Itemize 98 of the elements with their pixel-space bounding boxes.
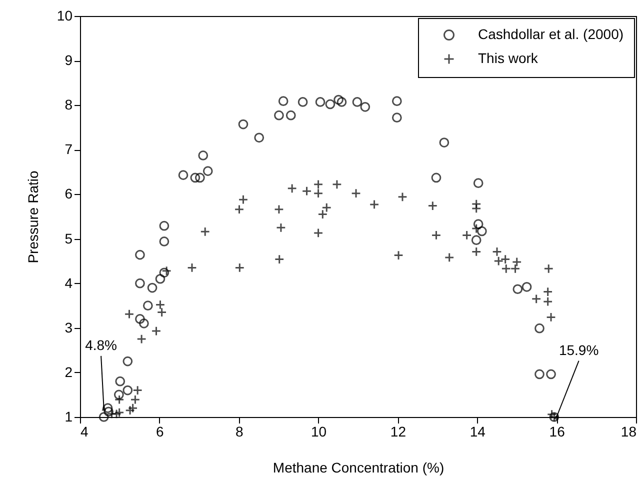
point: [114, 394, 124, 405]
point: [159, 220, 170, 231]
point: [125, 405, 135, 416]
point: [471, 235, 482, 246]
point: [512, 284, 523, 294]
point: [142, 300, 153, 311]
point: [136, 334, 146, 344]
point: [162, 266, 172, 276]
point: [534, 369, 544, 380]
point: [392, 112, 402, 123]
point: [115, 376, 126, 386]
point: [298, 97, 308, 107]
point: [471, 204, 482, 214]
point: [159, 268, 170, 278]
annotation: 15.9%: [558, 342, 599, 358]
point: [286, 110, 296, 120]
point: [130, 394, 140, 405]
point: [360, 102, 370, 112]
point: [336, 97, 347, 107]
x-tick-label: 18: [620, 424, 637, 440]
point: [135, 314, 145, 324]
x-tick-label: 10: [310, 424, 327, 440]
x-tick-label: 6: [156, 424, 164, 440]
y-tick-label: 9: [64, 52, 73, 68]
point: [444, 252, 454, 262]
y-tick-label: 5: [64, 230, 73, 246]
x-tick-label: 14: [470, 424, 486, 440]
y-tick-label: 3: [64, 319, 73, 336]
point: [254, 132, 264, 143]
point: [114, 390, 124, 400]
x-tick-label: 8: [235, 424, 244, 440]
point: [178, 170, 188, 180]
point: [544, 264, 554, 274]
point: [512, 257, 522, 267]
point: [287, 183, 298, 194]
point: [128, 403, 138, 414]
point: [274, 204, 284, 214]
point: [200, 226, 210, 237]
point: [473, 219, 484, 229]
point: [510, 264, 520, 274]
point: [325, 99, 336, 110]
point: [473, 178, 484, 188]
point: [471, 224, 482, 234]
point: [531, 294, 542, 304]
point: [276, 222, 286, 233]
x-tick-label: 4: [80, 424, 88, 440]
y-axis-title: Pressure Ratio: [24, 170, 41, 264]
point: [494, 256, 504, 266]
point: [392, 96, 402, 106]
y-tick-label: 7: [64, 141, 73, 158]
point: [315, 97, 326, 107]
y-tick-label: 4: [64, 274, 73, 291]
point: [155, 274, 166, 284]
point: [102, 403, 113, 414]
point: [313, 228, 324, 238]
point: [302, 186, 312, 196]
legend-label: Cashdollar et al. (2000): [478, 26, 624, 42]
point: [190, 172, 200, 183]
x-axis-title: Methane Concentration (%): [272, 460, 444, 476]
point: [274, 110, 284, 120]
point: [542, 296, 553, 307]
point: [522, 282, 532, 292]
x-tick-label: 12: [390, 424, 406, 440]
point: [195, 172, 205, 183]
point: [351, 188, 361, 198]
point: [352, 97, 362, 107]
point: [476, 226, 487, 236]
point: [501, 264, 512, 274]
y-tick-label: 10: [56, 8, 73, 24]
point: [135, 278, 145, 288]
point: [431, 172, 442, 183]
point: [369, 200, 380, 210]
point: [322, 202, 332, 213]
point: [238, 194, 248, 204]
y-tick-label: 6: [64, 186, 73, 202]
point: [534, 323, 544, 334]
point: [313, 179, 324, 190]
point: [313, 188, 324, 198]
point: [238, 119, 248, 130]
point: [332, 179, 342, 190]
x-tick-label: 16: [549, 424, 566, 440]
y-tick-label: 1: [64, 408, 73, 424]
y-tick-label: 2: [64, 364, 73, 380]
point: [198, 150, 208, 160]
point: [334, 94, 344, 105]
y-tick-label: 8: [64, 96, 73, 113]
point: [546, 369, 556, 380]
legend-label: This work: [478, 50, 539, 66]
point: [159, 236, 170, 246]
annotation: 4.8%: [85, 336, 118, 353]
point: [139, 318, 149, 328]
point: [122, 356, 133, 366]
point: [135, 250, 145, 260]
point: [147, 282, 158, 293]
point: [398, 192, 408, 202]
point: [278, 96, 288, 106]
point: [439, 138, 450, 148]
point: [202, 166, 213, 176]
